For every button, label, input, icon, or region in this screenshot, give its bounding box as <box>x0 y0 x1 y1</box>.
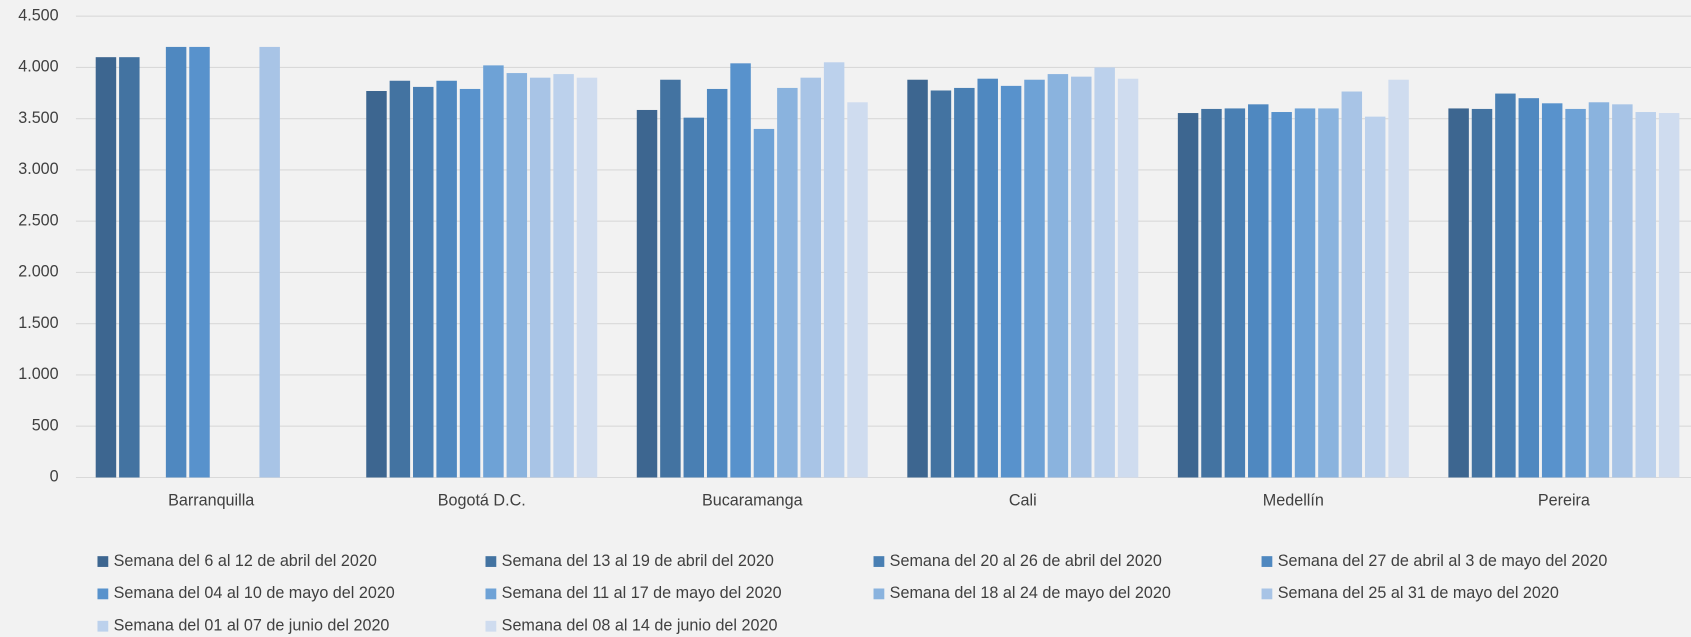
bar <box>1588 102 1610 478</box>
legend-swatch <box>873 556 885 567</box>
bar <box>1341 91 1363 478</box>
y-tick-label: 4.500 <box>18 6 58 24</box>
legend-label: Semana del 27 de abril al 3 de mayo del … <box>1278 552 1608 570</box>
bar <box>459 88 481 478</box>
bar <box>1364 116 1386 478</box>
bar <box>847 102 868 478</box>
legend-label: Semana del 25 al 31 de mayo del 2020 <box>1278 584 1559 602</box>
bar <box>1612 104 1633 478</box>
bar <box>730 63 751 478</box>
legend-label: Semana del 20 al 26 de abril del 2020 <box>890 552 1162 570</box>
bar <box>1635 112 1656 478</box>
legend-label: Semana del 04 al 10 de mayo del 2020 <box>114 584 395 602</box>
bar <box>1294 108 1316 478</box>
bar <box>800 77 821 478</box>
bar <box>1495 93 1516 478</box>
legend-label: Semana del 01 al 07 de junio del 2020 <box>114 616 390 634</box>
bar <box>977 78 998 478</box>
bar <box>1271 112 1292 478</box>
bar <box>930 90 952 478</box>
bar <box>506 73 528 478</box>
bar <box>1047 74 1069 478</box>
bar <box>1518 98 1540 478</box>
bar <box>95 57 117 478</box>
y-tick-label: 1.500 <box>18 314 58 332</box>
bar <box>823 62 845 478</box>
bar <box>660 79 681 478</box>
y-tick-label: 1.000 <box>18 365 58 383</box>
x-tick-label: Pereira <box>1538 491 1590 509</box>
x-tick-label: Cali <box>1009 491 1037 509</box>
x-tick-label: Bucaramanga <box>702 491 803 509</box>
bar <box>389 80 411 478</box>
bar <box>1448 108 1469 478</box>
legend-label: Semana del 08 al 14 de junio del 2020 <box>502 616 778 634</box>
bar <box>366 91 387 478</box>
bar <box>1177 113 1199 478</box>
legend-label: Semana del 13 al 19 de abril del 2020 <box>502 552 774 570</box>
legend-swatch <box>485 556 497 567</box>
bar <box>1094 67 1115 478</box>
bar <box>483 65 504 478</box>
legend-swatch <box>97 556 109 567</box>
bar <box>1388 79 1409 478</box>
bar <box>119 57 140 478</box>
bar <box>1565 108 1586 478</box>
x-tick-label: Barranquilla <box>168 491 254 509</box>
bar <box>1658 113 1680 478</box>
y-tick-label: 0 <box>50 468 59 486</box>
bar <box>683 117 705 478</box>
bar <box>1000 85 1022 478</box>
y-tick-label: 2.000 <box>18 263 58 281</box>
legend-swatch <box>873 588 885 600</box>
legend-label: Semana del 11 al 17 de mayo del 2020 <box>502 584 782 602</box>
bar <box>1201 108 1222 478</box>
bar <box>436 80 457 478</box>
y-tick-label: 500 <box>32 416 59 434</box>
bar <box>1541 103 1563 478</box>
bar <box>259 46 280 478</box>
bar <box>777 87 798 478</box>
bar <box>413 86 434 478</box>
bar <box>1318 108 1339 478</box>
bar <box>1471 108 1493 478</box>
bar <box>165 46 187 478</box>
legend-label: Semana del 6 al 12 de abril del 2020 <box>114 552 377 570</box>
bar <box>954 87 975 478</box>
bar <box>636 109 658 478</box>
bar <box>706 88 728 478</box>
y-tick-label: 2.500 <box>18 211 58 229</box>
bar <box>1248 104 1269 478</box>
bar <box>529 77 551 478</box>
bar <box>189 46 210 478</box>
bar <box>1071 76 1092 478</box>
bar <box>553 74 574 478</box>
legend-swatch <box>485 620 497 632</box>
bar <box>1117 78 1139 478</box>
legend-swatch <box>97 588 109 600</box>
legend-swatch <box>1261 588 1273 600</box>
bar <box>1224 108 1246 478</box>
legend-swatch <box>485 588 497 600</box>
y-tick-label: 4.000 <box>18 58 58 76</box>
x-tick-label: Medellín <box>1263 491 1324 509</box>
x-tick-label: Bogotá D.C. <box>438 491 526 509</box>
bar <box>907 79 928 478</box>
legend-swatch <box>1261 556 1273 567</box>
legend-label: Semana del 18 al 24 de mayo del 2020 <box>890 584 1171 602</box>
bar <box>753 128 775 478</box>
y-tick-label: 3.500 <box>18 109 58 127</box>
y-tick-label: 3.000 <box>18 160 58 178</box>
bar <box>576 77 598 478</box>
bar <box>1024 79 1045 478</box>
legend-swatch <box>97 620 109 632</box>
